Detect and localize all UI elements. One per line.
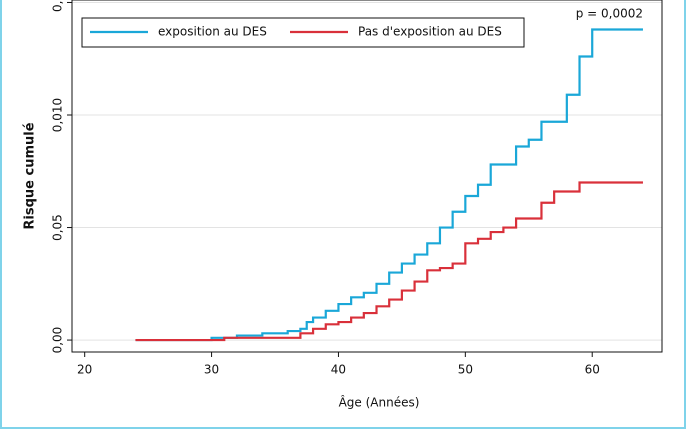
y-tick-label: 0,00 <box>51 327 65 354</box>
legend-label: exposition au DES <box>158 25 267 39</box>
x-axis-label: Âge (Années) <box>339 395 420 410</box>
x-tick-label: 20 <box>77 363 92 377</box>
step-line <box>135 181 643 342</box>
y-axis-label: Risque cumulé <box>23 122 38 229</box>
x-tick-label: 50 <box>458 363 473 377</box>
legend-label: Pas d'exposition au DES <box>358 25 502 39</box>
annotation: p = 0,0002 <box>576 7 643 21</box>
plot-frame <box>71 0 663 353</box>
y-tick-label: 0,05 <box>51 214 65 241</box>
x-tick-label: 60 <box>585 363 600 377</box>
y-tick-label: 0,1 <box>51 0 65 12</box>
y-tick-label: 0,010 <box>51 98 65 132</box>
x-tick-label: 40 <box>331 363 346 377</box>
x-tick-label: 30 <box>204 363 219 377</box>
step-line <box>135 28 643 342</box>
